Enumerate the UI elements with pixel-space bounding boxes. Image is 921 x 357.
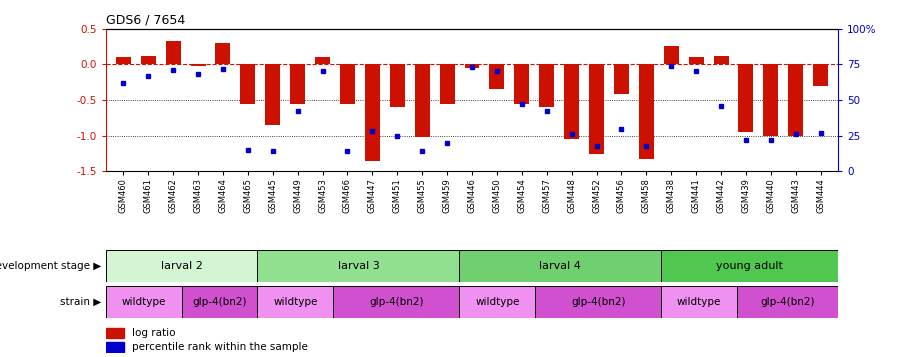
Bar [216,43,230,64]
Text: log ratio: log ratio [132,328,175,338]
Bar [489,64,505,89]
Bar [535,286,661,318]
Bar [141,56,156,64]
Bar [315,57,330,64]
Bar [106,286,181,318]
Bar [689,57,704,64]
Bar [464,64,480,68]
Bar [414,64,430,137]
Bar [764,64,778,136]
Bar [290,64,305,104]
Bar [106,328,124,338]
Text: larval 2: larval 2 [161,261,203,271]
Text: larval 4: larval 4 [540,261,581,271]
Bar [813,64,828,86]
Bar [257,250,460,282]
Bar [106,250,257,282]
Bar [181,286,257,318]
Text: glp-4(bn2): glp-4(bn2) [192,297,247,307]
Bar [540,64,554,107]
Bar [191,64,205,66]
Bar [333,286,460,318]
Bar [639,64,654,159]
Text: glp-4(bn2): glp-4(bn2) [571,297,625,307]
Bar [257,286,333,318]
Bar [116,57,131,64]
Text: strain ▶: strain ▶ [60,297,101,307]
Text: percentile rank within the sample: percentile rank within the sample [132,342,308,352]
Bar [589,64,604,154]
Bar [737,286,838,318]
Bar [365,64,379,161]
Bar [340,64,355,104]
Bar [460,286,535,318]
Text: GDS6 / 7654: GDS6 / 7654 [106,13,185,26]
Bar [166,41,181,64]
Bar [460,250,661,282]
Text: wildtype: wildtype [677,297,721,307]
Bar [240,64,255,104]
Bar [788,64,803,136]
Bar [565,64,579,139]
Bar [739,64,753,132]
Bar [661,286,737,318]
Text: glp-4(bn2): glp-4(bn2) [369,297,424,307]
Text: glp-4(bn2): glp-4(bn2) [761,297,815,307]
Text: wildtype: wildtype [475,297,519,307]
Text: wildtype: wildtype [274,297,318,307]
Text: wildtype: wildtype [122,297,166,307]
Bar [439,64,455,104]
Bar [390,64,404,107]
Bar [106,342,124,352]
Text: development stage ▶: development stage ▶ [0,261,101,271]
Bar [661,250,838,282]
Text: young adult: young adult [717,261,783,271]
Bar [514,64,530,104]
Bar [714,56,729,64]
Bar [664,46,679,64]
Text: larval 3: larval 3 [337,261,379,271]
Bar [265,64,280,125]
Bar [614,64,629,94]
